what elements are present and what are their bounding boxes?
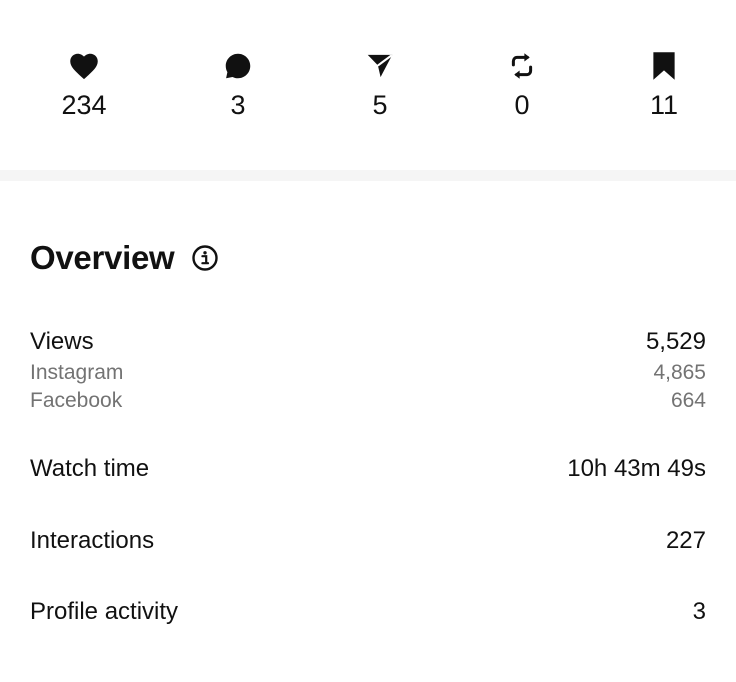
interactions-label: Interactions <box>30 527 155 554</box>
comments-stat[interactable]: 3 <box>178 50 298 130</box>
facebook-label: Facebook <box>30 389 123 412</box>
shares-count: 5 <box>372 90 388 120</box>
views-value: 5,529 <box>645 328 706 355</box>
reposts-count: 0 <box>514 90 530 120</box>
likes-stat[interactable]: 234 <box>24 50 144 130</box>
profile-activity-value: 3 <box>692 598 706 625</box>
interactions-row: Interactions 227 <box>30 526 706 556</box>
repost-icon <box>505 50 539 82</box>
views-facebook-row: Facebook 664 <box>30 388 706 414</box>
watch-time-value: 10h 43m 49s <box>567 455 706 482</box>
comment-icon <box>221 50 255 82</box>
heart-icon <box>67 50 101 82</box>
instagram-label: Instagram <box>30 361 124 384</box>
section-divider <box>0 170 736 181</box>
comments-count: 3 <box>230 90 246 120</box>
views-label: Views <box>30 328 94 355</box>
views-instagram-row: Instagram 4,865 <box>30 360 706 386</box>
facebook-value: 664 <box>670 389 706 412</box>
overview-header: Overview <box>30 238 220 278</box>
info-icon[interactable] <box>190 243 220 273</box>
saves-count: 11 <box>649 90 679 120</box>
share-icon <box>363 50 397 82</box>
shares-stat[interactable]: 5 <box>320 50 440 130</box>
profile-activity-label: Profile activity <box>30 598 179 625</box>
instagram-value: 4,865 <box>653 361 706 384</box>
watch-time-label: Watch time <box>30 455 150 482</box>
views-row: Views 5,529 <box>30 327 706 357</box>
engagement-stats-bar: 234 3 5 0 <box>0 0 736 170</box>
overview-title: Overview <box>30 239 175 276</box>
interactions-value: 227 <box>665 527 706 554</box>
saves-stat[interactable]: 11 <box>604 50 724 130</box>
reposts-stat[interactable]: 0 <box>462 50 582 130</box>
profile-activity-row: Profile activity 3 <box>30 597 706 627</box>
watch-time-row: Watch time 10h 43m 49s <box>30 454 706 484</box>
bookmark-icon <box>647 50 681 82</box>
likes-count: 234 <box>61 90 107 120</box>
